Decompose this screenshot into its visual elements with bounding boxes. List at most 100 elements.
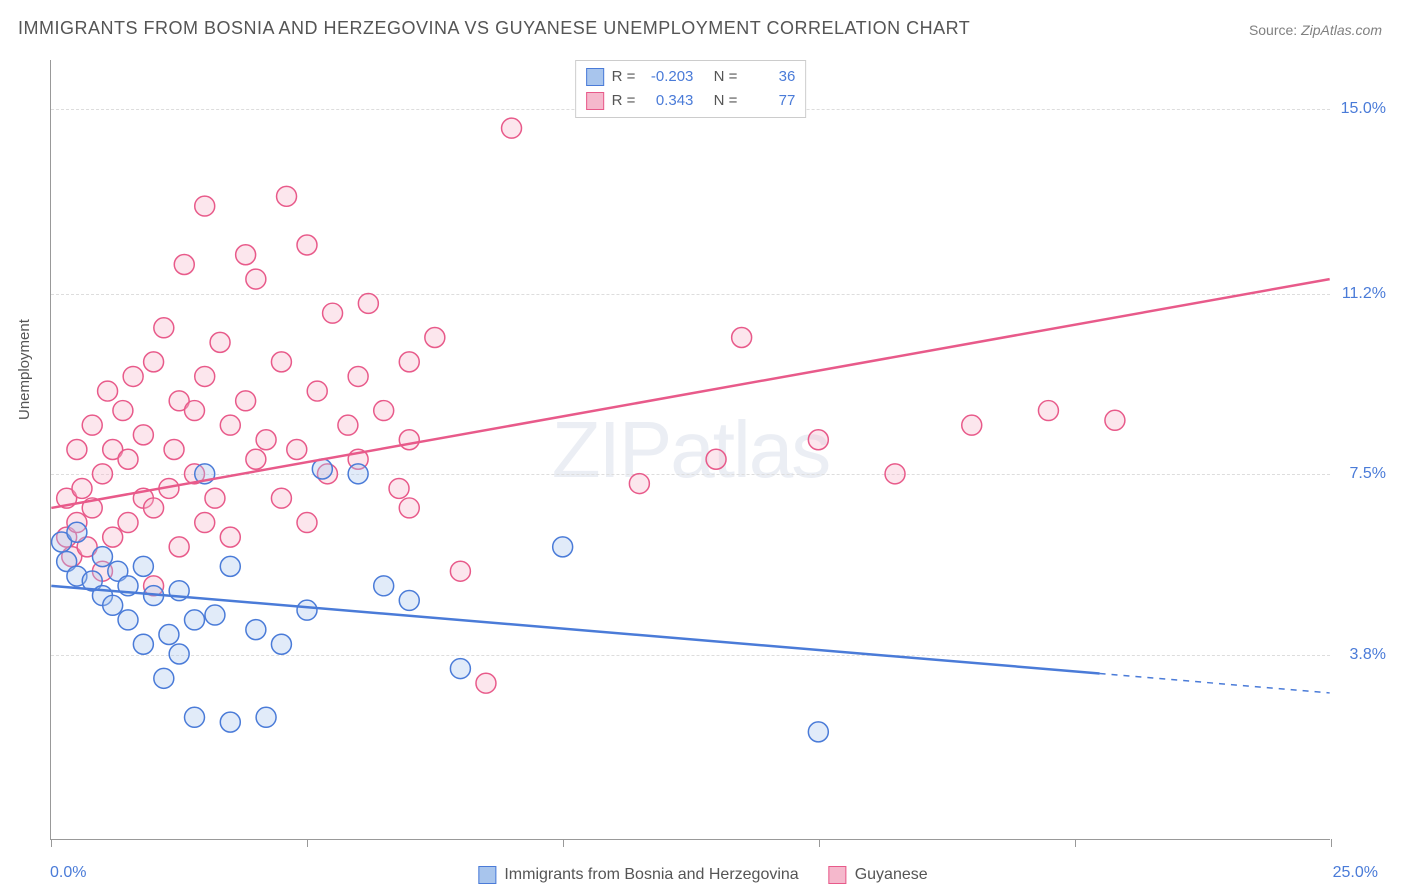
data-point-bosnia (92, 547, 112, 567)
data-point-guyanese (72, 478, 92, 498)
data-point-guyanese (962, 415, 982, 435)
data-point-bosnia (169, 644, 189, 664)
data-point-guyanese (358, 293, 378, 313)
data-point-bosnia (133, 634, 153, 654)
data-point-guyanese (164, 440, 184, 460)
data-point-bosnia (271, 634, 291, 654)
data-point-bosnia (67, 522, 87, 542)
source-attribution: Source: ZipAtlas.com (1249, 22, 1382, 38)
data-point-bosnia (348, 464, 368, 484)
r-label: R = (612, 89, 636, 113)
data-point-guyanese (123, 366, 143, 386)
swatch-bosnia (586, 68, 604, 86)
data-point-guyanese (399, 430, 419, 450)
legend-stats-row-guyanese: R = 0.343 N = 77 (586, 89, 796, 113)
legend-stats-row-bosnia: R = -0.203 N = 36 (586, 65, 796, 89)
data-point-bosnia (220, 712, 240, 732)
data-point-guyanese (92, 464, 112, 484)
data-point-guyanese (246, 449, 266, 469)
chart-container: IMMIGRANTS FROM BOSNIA AND HERZEGOVINA V… (0, 0, 1406, 892)
legend-series: Immigrants from Bosnia and Herzegovina G… (478, 866, 927, 884)
data-point-bosnia (246, 620, 266, 640)
data-point-guyanese (256, 430, 276, 450)
data-point-guyanese (133, 425, 153, 445)
x-tick (51, 839, 52, 847)
source-label: Source: (1249, 22, 1297, 38)
n-label: N = (714, 65, 738, 89)
data-point-guyanese (450, 561, 470, 581)
r-value-guyanese: 0.343 (643, 89, 693, 113)
data-point-guyanese (277, 186, 297, 206)
data-point-bosnia (297, 600, 317, 620)
data-point-guyanese (1038, 401, 1058, 421)
data-point-guyanese (476, 673, 496, 693)
data-point-guyanese (118, 513, 138, 533)
x-tick-max: 25.0% (1333, 864, 1378, 882)
data-point-guyanese (185, 401, 205, 421)
legend-stats: R = -0.203 N = 36 R = 0.343 N = 77 (575, 60, 807, 118)
data-point-guyanese (399, 352, 419, 372)
y-axis-label: Unemployment (16, 319, 33, 420)
data-point-guyanese (323, 303, 343, 323)
data-point-bosnia (185, 707, 205, 727)
data-point-bosnia (808, 722, 828, 742)
data-point-guyanese (98, 381, 118, 401)
data-point-guyanese (174, 255, 194, 275)
data-point-guyanese (195, 513, 215, 533)
data-point-guyanese (103, 527, 123, 547)
data-point-bosnia (118, 610, 138, 630)
data-point-bosnia (103, 595, 123, 615)
x-tick (1331, 839, 1332, 847)
data-point-guyanese (389, 478, 409, 498)
data-point-guyanese (205, 488, 225, 508)
data-point-guyanese (195, 366, 215, 386)
data-point-guyanese (307, 381, 327, 401)
legend-item-bosnia: Immigrants from Bosnia and Herzegovina (478, 866, 798, 884)
r-value-bosnia: -0.203 (643, 65, 693, 89)
n-label: N = (714, 89, 738, 113)
x-tick (819, 839, 820, 847)
source-value: ZipAtlas.com (1301, 22, 1382, 38)
data-point-guyanese (118, 449, 138, 469)
data-point-bosnia (133, 556, 153, 576)
data-point-guyanese (399, 498, 419, 518)
swatch-bosnia (478, 866, 496, 884)
data-point-guyanese (808, 430, 828, 450)
y-tick-label: 15.0% (1341, 100, 1386, 118)
data-point-guyanese (195, 196, 215, 216)
data-point-guyanese (629, 474, 649, 494)
chart-title: IMMIGRANTS FROM BOSNIA AND HERZEGOVINA V… (18, 18, 970, 39)
data-point-guyanese (338, 415, 358, 435)
data-point-guyanese (169, 537, 189, 557)
data-point-bosnia (220, 556, 240, 576)
data-point-guyanese (287, 440, 307, 460)
series-label-bosnia: Immigrants from Bosnia and Herzegovina (504, 866, 798, 884)
data-point-guyanese (144, 352, 164, 372)
data-point-guyanese (210, 332, 230, 352)
data-point-guyanese (374, 401, 394, 421)
data-point-guyanese (297, 235, 317, 255)
data-point-guyanese (706, 449, 726, 469)
data-point-bosnia (450, 659, 470, 679)
data-point-guyanese (82, 415, 102, 435)
x-tick-min: 0.0% (50, 864, 86, 882)
data-point-guyanese (67, 440, 87, 460)
data-point-guyanese (144, 498, 164, 518)
trend-line-bosnia (51, 586, 1099, 674)
data-point-bosnia (256, 707, 276, 727)
swatch-guyanese (586, 92, 604, 110)
data-point-guyanese (297, 513, 317, 533)
legend-item-guyanese: Guyanese (829, 866, 928, 884)
data-point-guyanese (220, 527, 240, 547)
data-point-guyanese (732, 328, 752, 348)
x-tick (307, 839, 308, 847)
data-point-bosnia (553, 537, 573, 557)
y-tick-label: 7.5% (1350, 465, 1386, 483)
scatter-svg (51, 60, 1330, 839)
n-value-guyanese: 77 (745, 89, 795, 113)
data-point-guyanese (885, 464, 905, 484)
x-tick (563, 839, 564, 847)
plot-area: ZIPatlas R = -0.203 N = 36 R = 0.343 N =… (50, 60, 1330, 840)
data-point-bosnia (312, 459, 332, 479)
y-tick-label: 11.2% (1342, 285, 1386, 303)
